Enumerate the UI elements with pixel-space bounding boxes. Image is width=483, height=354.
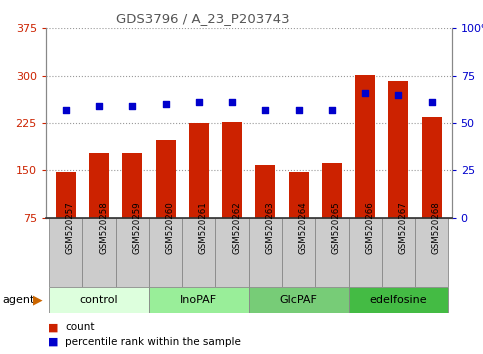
Bar [215, 218, 249, 287]
Bar [282, 218, 315, 287]
Bar [256, 165, 275, 218]
Bar [156, 140, 176, 218]
Text: GSM520268: GSM520268 [432, 202, 440, 255]
Text: GSM520257: GSM520257 [66, 202, 75, 255]
Text: percentile rank within the sample: percentile rank within the sample [65, 337, 241, 347]
Bar [289, 172, 309, 218]
Point [128, 103, 136, 109]
Text: GSM520265: GSM520265 [332, 202, 341, 255]
Bar [388, 81, 408, 218]
Text: ■: ■ [48, 322, 59, 332]
Text: GSM520266: GSM520266 [365, 202, 374, 255]
Bar [349, 218, 382, 287]
Bar [49, 287, 149, 313]
Point [195, 99, 203, 105]
Text: GSM520260: GSM520260 [166, 202, 175, 255]
Text: control: control [80, 295, 118, 305]
Bar [249, 287, 349, 313]
Bar [415, 218, 448, 287]
Bar [122, 153, 142, 218]
Bar [355, 75, 375, 218]
Bar [422, 117, 441, 218]
Point [395, 92, 402, 97]
Text: GSM520258: GSM520258 [99, 202, 108, 255]
Text: GSM520261: GSM520261 [199, 202, 208, 255]
Bar [83, 218, 116, 287]
Text: GSM520262: GSM520262 [232, 202, 241, 255]
Bar [49, 218, 83, 287]
Bar [116, 218, 149, 287]
Bar [349, 287, 448, 313]
Point [295, 107, 302, 113]
Text: GSM520259: GSM520259 [132, 202, 142, 255]
Bar [322, 163, 342, 218]
Bar [315, 218, 349, 287]
Bar [182, 218, 215, 287]
Bar [189, 123, 209, 218]
Bar [149, 218, 182, 287]
Bar [56, 172, 76, 218]
Point [228, 99, 236, 105]
Point [261, 107, 269, 113]
Point [162, 101, 170, 107]
Bar [249, 218, 282, 287]
Text: edelfosine: edelfosine [369, 295, 427, 305]
Point [62, 107, 70, 113]
Text: GDS3796 / A_23_P203743: GDS3796 / A_23_P203743 [116, 12, 290, 25]
Text: GSM520264: GSM520264 [298, 202, 308, 255]
Text: count: count [65, 322, 95, 332]
Bar [382, 218, 415, 287]
Bar [222, 122, 242, 218]
Text: agent: agent [2, 295, 35, 305]
Point [95, 103, 103, 109]
Text: InoPAF: InoPAF [180, 295, 217, 305]
Text: ▶: ▶ [33, 294, 43, 307]
Text: GlcPAF: GlcPAF [280, 295, 317, 305]
Bar [149, 287, 249, 313]
Point [428, 99, 436, 105]
Point [361, 90, 369, 96]
Text: ■: ■ [48, 337, 59, 347]
Text: GSM520263: GSM520263 [265, 202, 274, 255]
Text: GSM520267: GSM520267 [398, 202, 407, 255]
Point [328, 107, 336, 113]
Bar [89, 153, 109, 218]
